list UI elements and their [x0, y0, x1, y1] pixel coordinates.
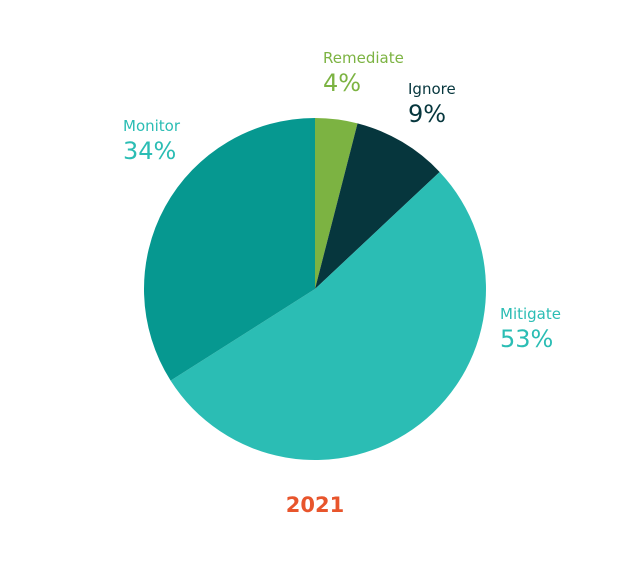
slice-label-monitor: Monitor [123, 117, 181, 135]
slice-monitor [143, 118, 315, 381]
slice-value-remediate: 4% [323, 69, 361, 97]
slice-value-mitigate: 53% [500, 325, 553, 353]
slice-remediate [315, 118, 358, 289]
chart-year-label: 2021 [286, 493, 344, 517]
slice-value-monitor: 34% [123, 137, 176, 165]
slice-label-ignore: Ignore [408, 80, 456, 98]
slice-ignore [315, 123, 440, 290]
pie-slices [143, 118, 486, 460]
slice-label-remediate: Remediate [323, 49, 404, 67]
slice-value-ignore: 9% [408, 100, 446, 128]
pie-labels: Remediate 4% Ignore 9% Mitigate 53% Monitor 34% [123, 49, 561, 353]
slice-label-mitigate: Mitigate [500, 305, 561, 323]
slice-mitigate [170, 171, 486, 460]
